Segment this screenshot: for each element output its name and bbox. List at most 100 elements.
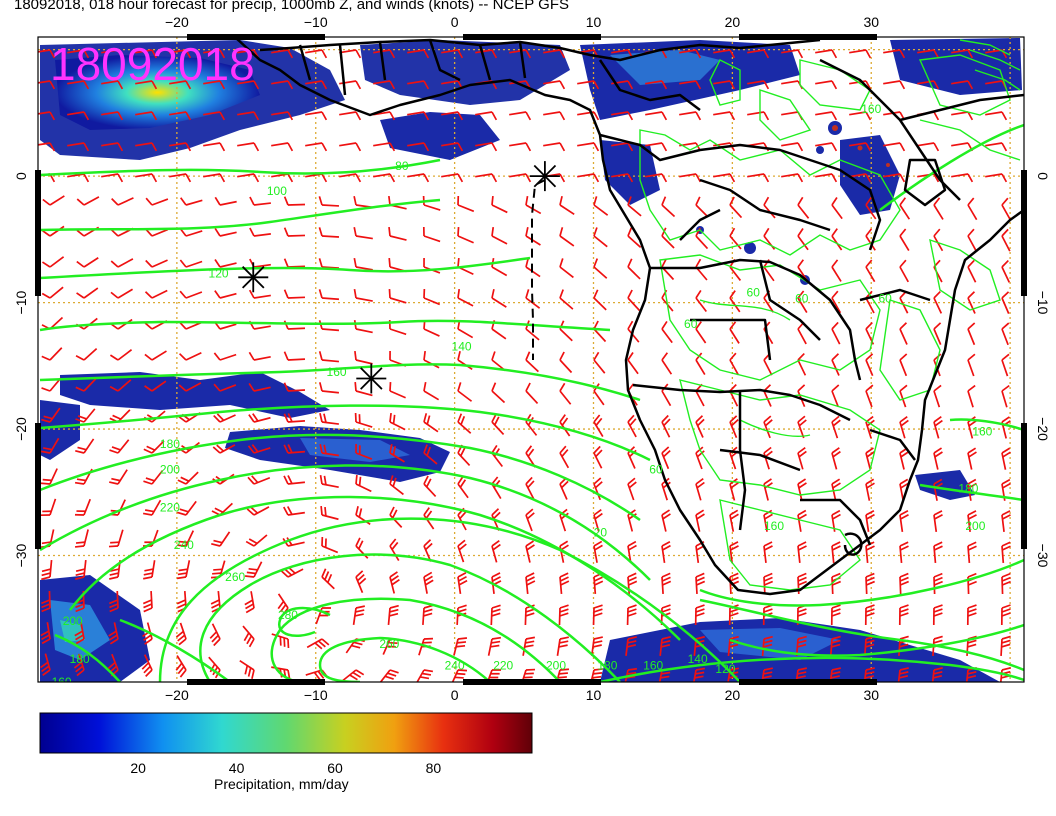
wind-barb: [899, 322, 908, 345]
wind-barb: [244, 591, 255, 614]
wind-barb: [177, 500, 197, 516]
lon-tick-bottom: 10: [586, 687, 602, 703]
lon-tick-bottom: 20: [725, 687, 741, 703]
wind-barb: [355, 570, 367, 594]
wind-barb: [339, 173, 362, 183]
wind-barb: [831, 541, 841, 563]
wind-barb: [543, 80, 566, 90]
wind-barb: [933, 416, 943, 439]
wind-barb: [1000, 635, 1011, 657]
wind-barb: [249, 196, 271, 206]
wind-barb: [305, 142, 328, 152]
wind-barb: [559, 445, 570, 469]
wind-barb: [169, 173, 192, 183]
wind-barb: [849, 173, 872, 183]
wind-barb: [283, 351, 306, 361]
wind-barb: [305, 669, 329, 681]
wind-barb: [865, 478, 875, 501]
wind-barb: [491, 382, 506, 404]
wind-barb: [1001, 228, 1011, 252]
wind-barb: [525, 227, 541, 246]
wind-barb: [135, 142, 158, 152]
lat-tick-left: −30: [13, 543, 29, 567]
lon-tick-top: 10: [586, 14, 602, 30]
lon-tick-bottom: −10: [304, 687, 328, 703]
wind-barb: [389, 444, 405, 463]
wind-barb: [176, 560, 191, 580]
wind-barb: [661, 320, 673, 344]
contour-label: 160: [327, 365, 347, 379]
wind-barb: [763, 415, 773, 439]
wind-barb: [592, 604, 603, 626]
wind-barb: [831, 384, 840, 408]
wind-barb: [831, 197, 843, 220]
wind-barb: [354, 381, 373, 397]
wind-barb: [985, 173, 1008, 183]
wind-barb: [339, 80, 362, 90]
wind-barb: [320, 505, 339, 521]
wind-barb: [679, 111, 702, 121]
wind-barb: [521, 668, 536, 682]
wind-barb: [645, 142, 668, 152]
wind-barb: [525, 289, 541, 309]
contour-label: 60: [795, 292, 809, 306]
wind-barb: [248, 351, 271, 361]
wind-barb: [1001, 322, 1010, 346]
wind-barb: [237, 173, 260, 183]
lon-tick-top: −20: [165, 14, 189, 30]
contour-label: 180: [160, 437, 180, 451]
wind-barb: [695, 572, 706, 595]
wind-barb: [355, 474, 372, 493]
wind-barb: [525, 382, 539, 405]
wind-barb: [457, 539, 467, 563]
wind-barb: [661, 572, 672, 595]
wind-barb: [142, 499, 162, 516]
wind-barb: [661, 509, 671, 532]
coastlines-borders: [235, 37, 1024, 596]
wind-barb: [899, 415, 909, 439]
wind-barb: [624, 667, 638, 682]
wind-barb: [899, 510, 909, 532]
wind-barb: [679, 173, 702, 183]
wind-barb: [967, 384, 976, 408]
wind-barb: [525, 351, 539, 373]
colorbar: [39, 712, 533, 754]
wind-barb: [863, 667, 875, 682]
lon-tick-top: −10: [304, 14, 328, 30]
wind-barb: [729, 352, 740, 376]
wind-barb: [135, 49, 158, 59]
axis-ticks: −20 −20 −10 −10 0 0 10 10 20 20 30 30 0 0 −10 −10 −20 −20…: [13, 14, 1051, 703]
wind-barb: [38, 111, 56, 121]
wind-barb: [237, 142, 260, 152]
wind-barb: [109, 590, 119, 613]
contour-label: 280: [278, 608, 298, 622]
wind-barb: [797, 290, 808, 313]
contour-label: 180: [597, 658, 617, 672]
wind-barb: [355, 537, 369, 559]
wind-barb: [101, 111, 124, 121]
lat-tick-right: −30: [1035, 544, 1051, 568]
wind-barb: [1001, 510, 1011, 532]
wind-barb: [318, 382, 339, 394]
wind-barb: [109, 379, 132, 392]
wind-barb: [41, 256, 65, 268]
wind-barb: [423, 413, 439, 433]
wind-barb: [76, 257, 99, 268]
wind-barb: [593, 509, 603, 532]
wind-barb: [1001, 541, 1011, 564]
wind-barb: [247, 444, 271, 454]
wind-barb: [1001, 291, 1010, 314]
contour-label: 100: [267, 184, 287, 198]
contour-label: 220: [493, 658, 513, 672]
wind-barb: [627, 320, 640, 343]
wind-barb: [38, 80, 56, 90]
wind-barb: [169, 142, 192, 152]
wind-barb: [353, 227, 373, 240]
wind-barb: [213, 352, 237, 361]
contour-label: 260: [225, 570, 245, 584]
wind-barb: [865, 447, 875, 470]
wind-barb: [645, 80, 668, 90]
wind-barb: [169, 49, 192, 59]
wind-barb: [101, 142, 124, 152]
wind-barb: [389, 475, 404, 496]
